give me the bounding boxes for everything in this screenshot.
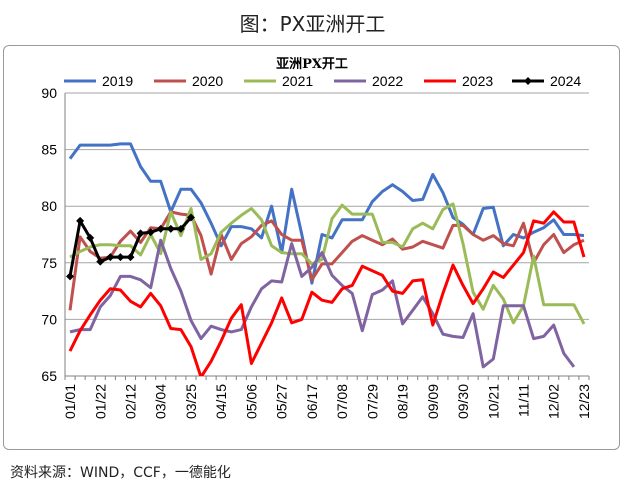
x-tick-label: 12/02 <box>546 384 562 419</box>
series-marker-2024 <box>86 233 95 242</box>
legend-label-2023: 2023 <box>462 73 493 89</box>
legend-label-2021: 2021 <box>282 73 313 89</box>
series-marker-2024 <box>166 224 175 233</box>
y-tick-label: 80 <box>41 198 57 214</box>
chart-frame: 亚洲PX开工 65 70 75 80 85 90 01/01 01/22 02/12 03/04 0… <box>3 45 620 450</box>
series-lines <box>66 142 586 376</box>
series-marker-2024 <box>66 272 75 281</box>
series-line-2021 <box>69 202 586 325</box>
x-tick-label: 12/23 <box>576 384 592 419</box>
x-tick-label: 11/11 <box>516 384 532 417</box>
chart-title: 亚洲PX开工 <box>276 57 348 72</box>
series-line-2023 <box>68 210 586 376</box>
x-tick-label: 03/04 <box>153 384 169 419</box>
series-marker-2024 <box>136 229 145 238</box>
series-marker-2024 <box>176 224 185 233</box>
series-marker-2024 <box>126 253 135 262</box>
line-chart: 亚洲PX开工 65 70 75 80 85 90 01/01 01/22 02/12 03/04 0… <box>41 57 592 419</box>
x-tick-label: 03/25 <box>183 384 199 419</box>
x-tick-label: 05/27 <box>274 384 290 419</box>
x-tick-label: 01/01 <box>62 384 78 419</box>
y-tick-label: 75 <box>41 255 57 271</box>
x-tick-label: 02/12 <box>123 384 139 419</box>
series-marker-2024 <box>186 213 195 222</box>
series-marker-2024 <box>116 253 125 262</box>
series-marker-2024 <box>146 228 155 237</box>
x-tick-label: 10/21 <box>485 384 501 419</box>
x-tick-label: 07/08 <box>334 384 350 419</box>
x-tick-label: 06/17 <box>304 384 320 419</box>
series-line-2022 <box>69 238 576 369</box>
legend: 2019 2020 2021 2022 2023 2024 <box>64 73 581 89</box>
x-tick-label: 04/15 <box>213 384 229 419</box>
legend-marker-2024 <box>524 77 532 85</box>
legend-label-2019: 2019 <box>102 73 133 89</box>
series-marker-2024 <box>106 253 115 262</box>
series-marker-2024 <box>76 216 85 225</box>
axes: 65 70 75 80 85 90 01/01 01/22 02/12 03/04 03/25 04/… <box>41 85 592 419</box>
y-tick-label: 90 <box>41 85 57 101</box>
x-tick-label: 08/19 <box>395 384 411 419</box>
source-note: 资料来源：WIND，CCF，一德能化 <box>10 465 231 481</box>
x-tick-label: 07/29 <box>364 384 380 419</box>
y-tick-label: 85 <box>41 142 57 158</box>
series-marker-2024 <box>96 257 105 266</box>
y-tick-label: 65 <box>41 368 57 384</box>
y-tick-label: 70 <box>41 311 57 327</box>
x-tick-label: 09/30 <box>455 384 471 419</box>
series-marker-2024 <box>156 224 165 233</box>
legend-label-2022: 2022 <box>372 73 403 89</box>
x-tick-label: 01/22 <box>92 384 108 419</box>
figure-title: 图：PX亚洲开工 <box>239 12 386 36</box>
x-tick-label: 09/09 <box>425 384 441 419</box>
x-tick-label: 05/06 <box>243 384 259 419</box>
legend-label-2020: 2020 <box>192 73 223 89</box>
legend-label-2024: 2024 <box>550 73 581 89</box>
